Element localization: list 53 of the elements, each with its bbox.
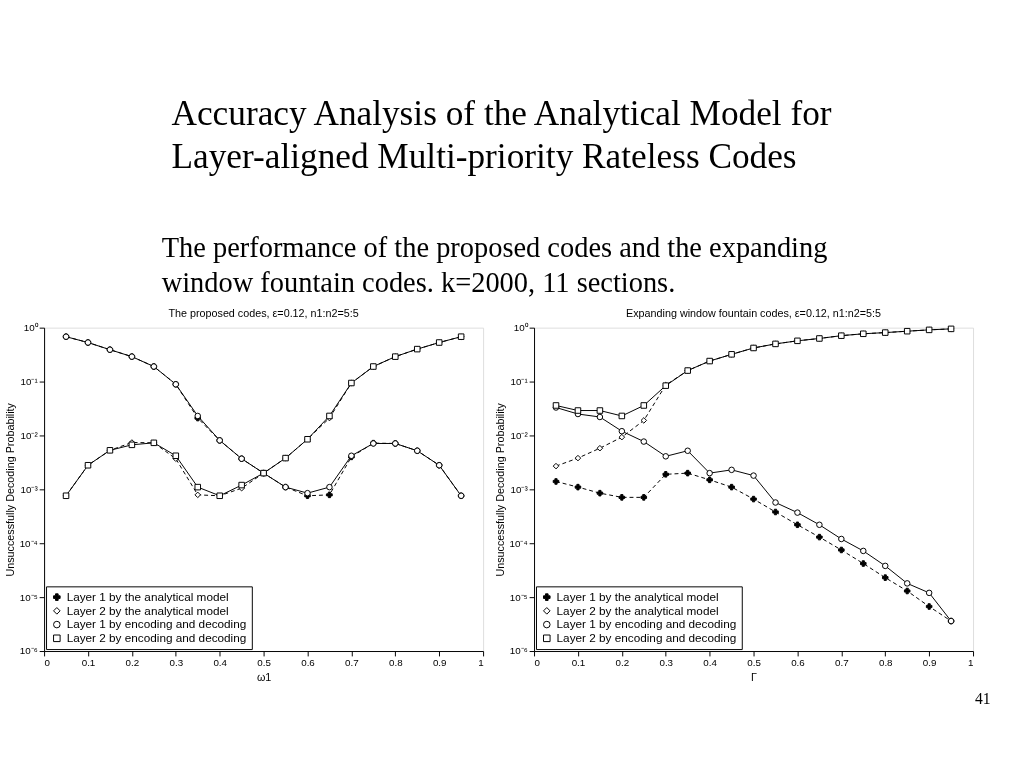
y-tick-label: 10⁻¹ xyxy=(510,375,529,387)
y-axis-title: Unsuccessfully Decoding Probability xyxy=(3,402,16,577)
x-tick-label: 0.8 xyxy=(878,657,894,669)
x-tick-label: 0.8 xyxy=(388,657,404,669)
legend-label: Layer 2 by encoding and decoding xyxy=(556,631,737,645)
x-tick-label: 0.6 xyxy=(301,657,316,669)
y-tick-label: 10⁻⁶ xyxy=(509,645,528,657)
x-tick-label: 0.3 xyxy=(169,657,184,669)
x-tick-label: 0.9 xyxy=(432,657,447,669)
legend-label: Layer 2 by the analytical model xyxy=(556,603,719,617)
legend-label: Layer 1 by the analytical model xyxy=(556,590,719,604)
legend-label: Layer 1 by encoding and decoding xyxy=(66,617,247,631)
y-tick-label: 10⁻² xyxy=(20,429,39,441)
y-tick-label: 10⁻³ xyxy=(20,483,39,495)
y-tick-label: 10⁻⁶ xyxy=(19,645,38,657)
x-tick-label: 1 xyxy=(478,657,484,669)
y-tick-label: 10⁰ xyxy=(23,322,39,334)
y-tick-label: 10⁰ xyxy=(513,322,529,334)
x-tick-label: 0.7 xyxy=(345,657,359,669)
x-tick-label: 0.4 xyxy=(213,657,228,669)
text: Accuracy Analysis of the Analytical Model for Layer-aligned Multi-priority Rateless Codes xyxy=(171,93,832,176)
x-tick-label: 0.6 xyxy=(791,657,806,669)
x-tick-label: 0 xyxy=(44,657,51,669)
y-tick-label: 10⁻⁴ xyxy=(509,537,528,549)
x-tick-label: 0.9 xyxy=(922,657,937,669)
y-tick-label: 10⁻¹ xyxy=(20,375,39,387)
y-tick-label: 10⁻⁴ xyxy=(19,537,38,549)
legend-label: Layer 2 by the analytical model xyxy=(66,603,229,617)
chart-title: Expanding window fountain codes, ε=0.12, n1:n2=5:5 xyxy=(626,306,882,319)
y-tick-label: 10⁻³ xyxy=(510,483,529,495)
x-tick-label: 0.2 xyxy=(615,657,630,669)
text: 41 xyxy=(975,689,991,707)
x-tick-label: 0.2 xyxy=(125,657,140,669)
legend-label: Layer 1 by the analytical model xyxy=(66,590,229,604)
x-tick-label: 0.1 xyxy=(571,657,586,669)
x-tick-label: 1 xyxy=(968,657,974,669)
x-tick-label: 0.5 xyxy=(747,657,762,669)
y-tick-label: 10⁻⁵ xyxy=(19,591,38,603)
x-axis-title: Γ xyxy=(751,670,758,683)
chart-title: The proposed codes, ε=0.12, n1:n2=5:5 xyxy=(168,306,359,319)
legend-label: Layer 2 by encoding and decoding xyxy=(66,631,247,645)
x-tick-label: 0 xyxy=(534,657,541,669)
text: The performance of the proposed codes and the expanding window fountain codes. k=2000, 11 sections. xyxy=(161,232,828,299)
x-tick-label: 0.4 xyxy=(703,657,718,669)
y-axis-title: Unsuccessfully Decoding Probability xyxy=(493,402,506,577)
x-tick-label: 0.1 xyxy=(81,657,96,669)
y-tick-label: 10⁻⁵ xyxy=(509,591,528,603)
x-tick-label: 0.7 xyxy=(835,657,849,669)
x-axis-title: ω1 xyxy=(256,670,272,683)
x-tick-label: 0.5 xyxy=(257,657,272,669)
y-tick-label: 10⁻² xyxy=(510,429,529,441)
x-tick-label: 0.3 xyxy=(659,657,674,669)
legend-label: Layer 1 by encoding and decoding xyxy=(556,617,737,631)
